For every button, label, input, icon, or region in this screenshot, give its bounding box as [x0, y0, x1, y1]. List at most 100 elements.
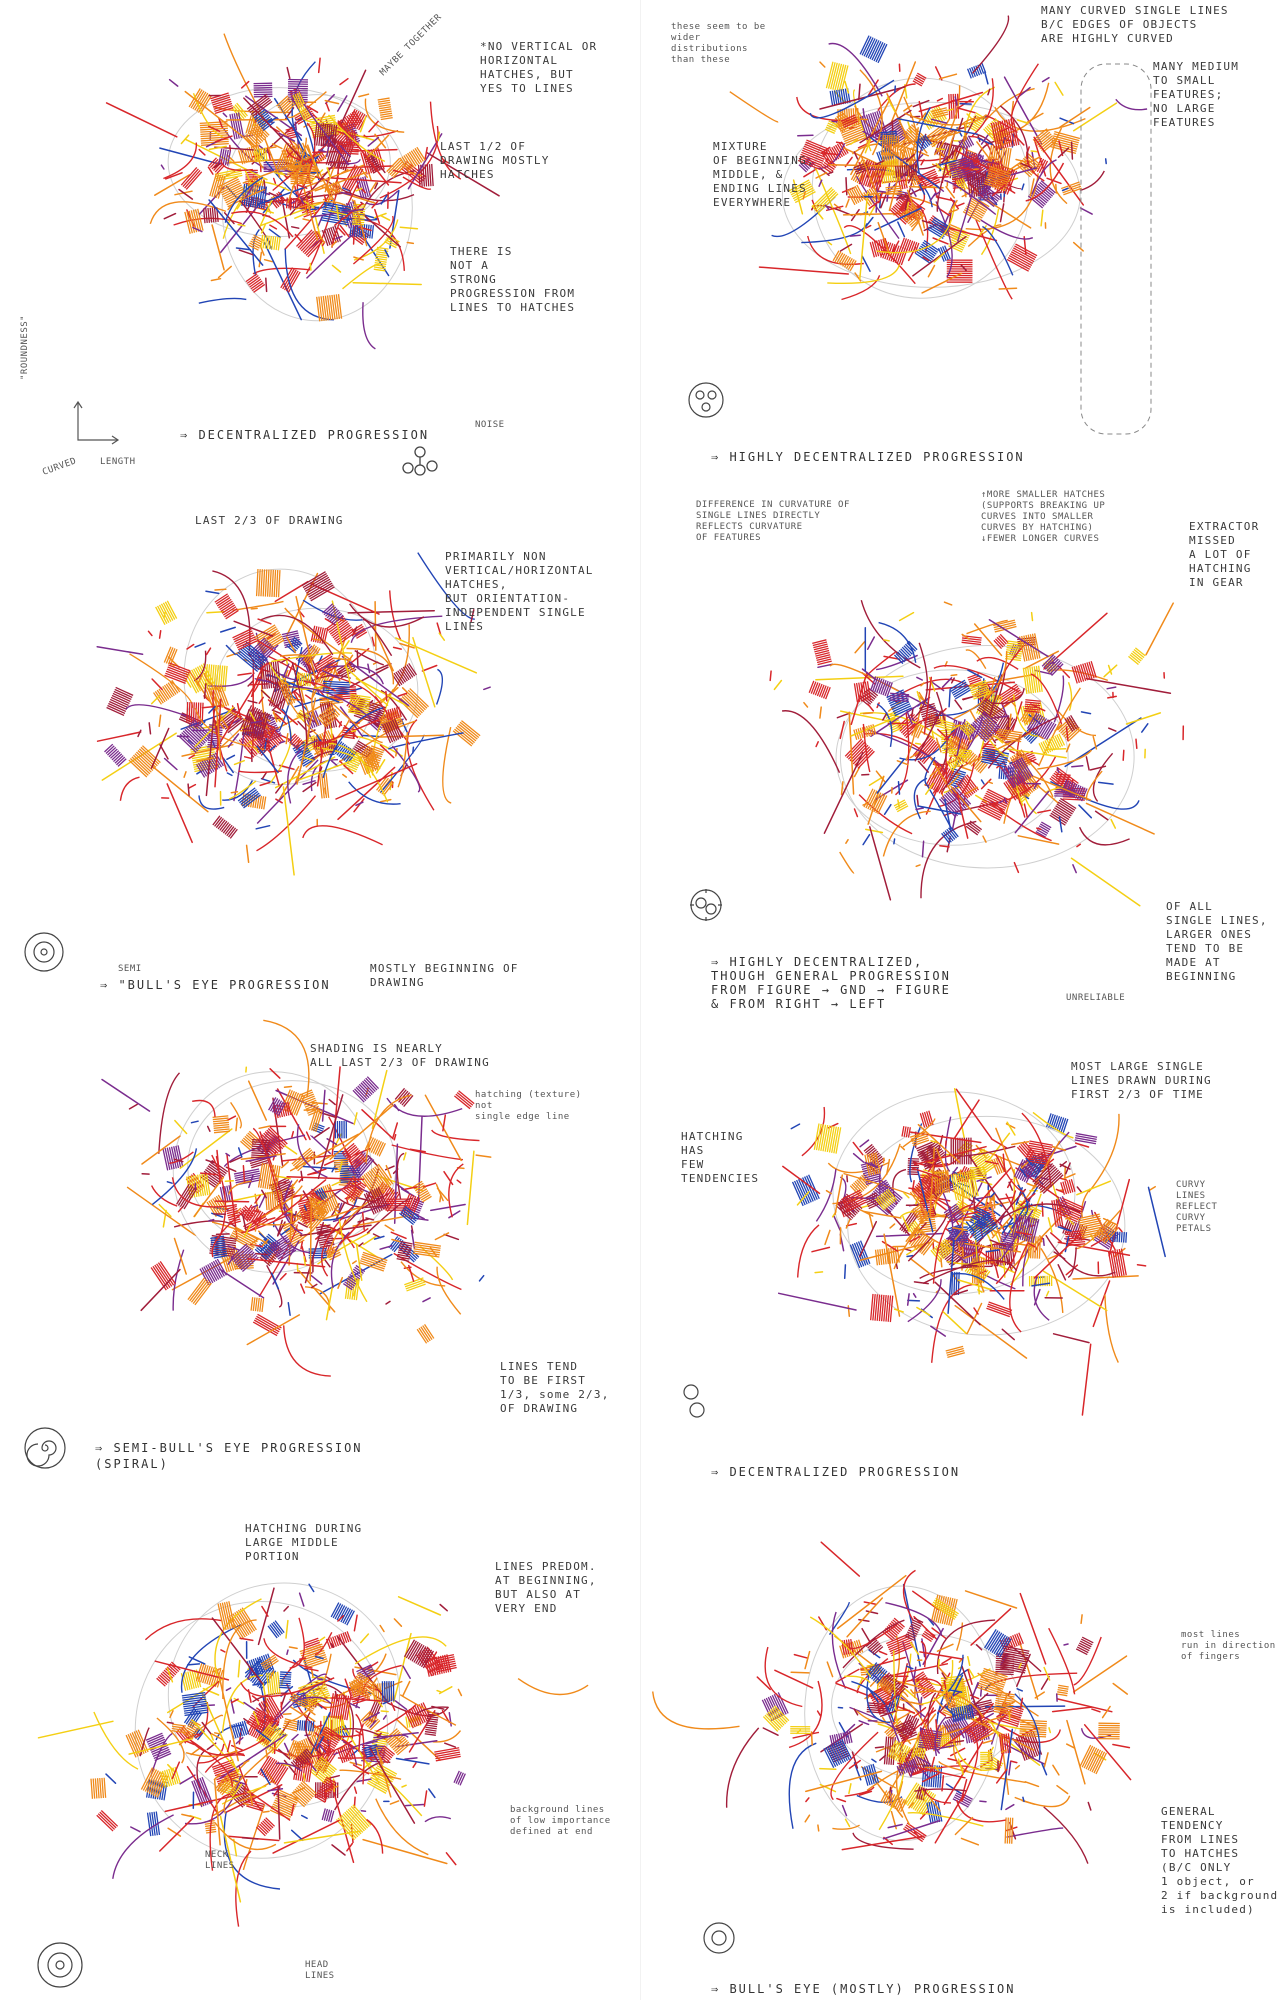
line-stroke [326, 167, 332, 179]
line-stroke [217, 265, 232, 279]
line-stroke [279, 1272, 287, 1281]
line-stroke [271, 1721, 276, 1727]
hatch-stroke-group [1045, 1113, 1069, 1133]
line-stroke [225, 1166, 237, 1173]
line-stroke [345, 1197, 349, 1205]
line-stroke [1052, 1764, 1060, 1776]
hatch-stroke-group [434, 1654, 457, 1673]
line-stroke [260, 689, 271, 699]
line-stroke [128, 1103, 138, 1110]
line-stroke [1107, 664, 1113, 675]
curved-stroke [931, 1283, 979, 1363]
curved-stroke [375, 1703, 417, 1733]
line-stroke [1019, 162, 1033, 169]
line-stroke [278, 765, 300, 802]
hatch-stroke-group [269, 1234, 297, 1262]
line-stroke [331, 1180, 342, 1187]
line-stroke [1041, 1762, 1048, 1776]
line-stroke [304, 1221, 325, 1284]
curved-stroke [448, 1163, 464, 1218]
line-stroke [409, 1148, 426, 1153]
line-stroke [352, 281, 422, 286]
line-stroke [963, 1254, 974, 1259]
line-stroke [852, 1141, 864, 1156]
line-stroke [166, 1181, 173, 1184]
line-stroke [245, 185, 254, 198]
line-stroke [257, 186, 307, 206]
curved-stroke [294, 122, 316, 205]
curved-stroke [966, 1302, 983, 1335]
line-stroke [1055, 1188, 1064, 1193]
line-stroke [214, 135, 233, 143]
line-stroke [257, 618, 272, 625]
line-stroke [241, 1213, 247, 1231]
line-stroke [169, 1710, 174, 1719]
line-stroke [893, 838, 896, 845]
hatch-stroke-group [993, 633, 1009, 650]
note-unreliable: UNRELIABLE [1066, 993, 1126, 1003]
line-stroke [1016, 1688, 1024, 1692]
panel-3: LAST 2/3 OF DRAWING PRIMARILY NON VERTIC… [0, 500, 641, 1000]
line-stroke [179, 1128, 233, 1169]
hatch-stroke-group [381, 1681, 395, 1702]
line-stroke [227, 1257, 234, 1265]
stroke-plot-4 [769, 600, 1185, 907]
line-stroke [185, 678, 192, 688]
line-stroke [302, 1165, 338, 1170]
line-stroke [853, 808, 859, 818]
hatch-stroke-group [424, 1654, 452, 1677]
line-stroke [994, 735, 1004, 744]
curved-stroke [380, 734, 425, 793]
curved-stroke [797, 1224, 820, 1278]
line-stroke [217, 1779, 224, 1792]
curved-stroke [126, 1186, 197, 1237]
line-stroke [952, 1226, 968, 1232]
line-stroke [941, 1775, 945, 1792]
hatch-stroke-group [237, 787, 261, 809]
line-stroke [931, 1627, 947, 1639]
line-stroke [353, 1112, 358, 1126]
line-stroke [950, 785, 982, 823]
note-curved-single-lines: MANY CURVED SINGLE LINES B/C EDGES OF OB… [1041, 4, 1229, 45]
hatch-stroke-group [1041, 654, 1064, 676]
line-stroke [846, 1597, 884, 1638]
line-stroke [422, 1182, 437, 1188]
line-stroke [140, 1268, 181, 1312]
line-stroke [442, 1114, 447, 1132]
hatch-stroke-group [876, 1677, 895, 1694]
curved-stroke [169, 1151, 194, 1164]
line-stroke [231, 1783, 243, 1798]
hatch-stroke-group [298, 1678, 331, 1708]
curved-stroke [888, 1725, 947, 1793]
line-stroke [244, 168, 253, 186]
curved-stroke [326, 674, 379, 702]
curved-stroke [139, 1727, 150, 1757]
curved-stroke [296, 1124, 328, 1179]
line-stroke [1079, 207, 1093, 215]
hatch-stroke-group [1060, 779, 1088, 802]
line-stroke [397, 692, 408, 697]
line-stroke [369, 181, 377, 193]
line-stroke [904, 1688, 920, 1702]
line-stroke [756, 1676, 771, 1691]
line-stroke [762, 1727, 779, 1736]
curved-stroke [212, 690, 228, 772]
curved-stroke [187, 1736, 266, 1756]
line-stroke [367, 663, 371, 674]
curved-stroke [831, 1611, 847, 1689]
stroke-plot-7 [37, 1582, 589, 1927]
curved-stroke [893, 1189, 945, 1269]
line-stroke [159, 1816, 195, 1852]
line-stroke [448, 1711, 452, 1727]
curved-stroke [150, 1185, 178, 1207]
line-stroke [1083, 1724, 1132, 1781]
line-stroke [1057, 147, 1070, 158]
line-stroke [967, 1655, 971, 1667]
line-stroke [273, 1786, 281, 1797]
line-stroke [360, 1810, 367, 1813]
line-stroke [137, 729, 142, 738]
line-stroke [793, 1653, 809, 1659]
cluster-icon [686, 380, 726, 420]
curved-stroke [934, 1716, 947, 1757]
hatch-stroke-group [948, 93, 960, 119]
